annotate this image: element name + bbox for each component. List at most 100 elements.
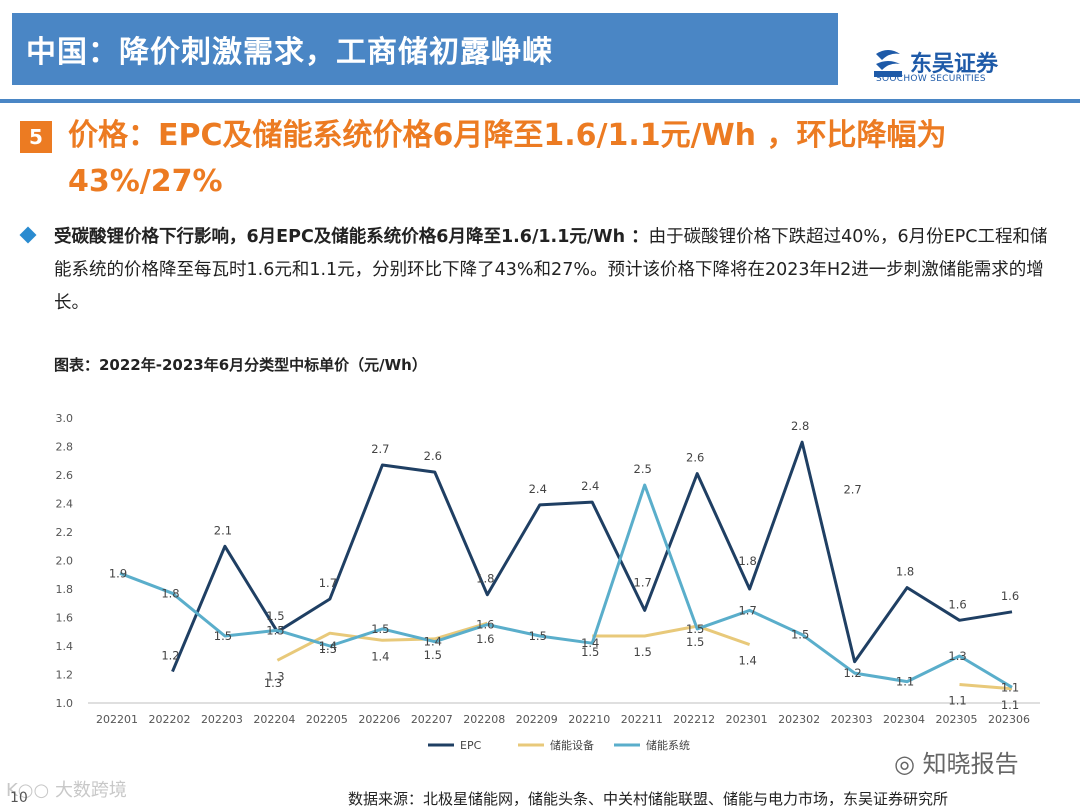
x-tick-label: 202211 [621, 713, 663, 726]
x-tick-label: 202206 [358, 713, 400, 726]
data-label: 1.2 [161, 649, 179, 663]
data-label: 2.6 [686, 451, 704, 465]
x-tick-label: 202209 [516, 713, 558, 726]
data-label: 1.1 [948, 693, 966, 707]
y-tick-label: 2.8 [56, 441, 74, 454]
y-tick-label: 1.2 [56, 669, 74, 682]
data-label: 1.6 [948, 597, 966, 611]
data-label: 2.7 [371, 442, 389, 456]
x-tick-label: 202212 [673, 713, 715, 726]
x-tick-label: 202202 [148, 713, 190, 726]
x-tick-label: 202302 [778, 713, 820, 726]
data-label: 1.6 [476, 632, 494, 646]
data-label: 1.1 [896, 675, 914, 689]
x-tick-label: 202305 [936, 713, 978, 726]
data-label: 1.4 [424, 635, 442, 649]
x-tick-label: 202301 [726, 713, 768, 726]
data-label: 2.7 [843, 483, 861, 497]
data-label: 1.5 [266, 609, 284, 623]
x-tick-label: 202201 [96, 713, 138, 726]
series-line-0 [171, 440, 1013, 673]
watermark-right-text: 知晓报告 [922, 750, 1019, 778]
data-label: 1.5 [686, 622, 704, 636]
logo-chinese: 东吴证券 [910, 52, 999, 77]
data-label: 2.4 [581, 479, 599, 493]
data-label: 1.4 [581, 636, 599, 650]
data-label: 1.7 [634, 575, 652, 589]
y-tick-label: 2.6 [56, 469, 74, 482]
data-label: 2.6 [424, 449, 442, 463]
legend-label: EPC [460, 739, 482, 752]
data-label: 1.8 [476, 572, 494, 586]
x-tick-label: 202207 [411, 713, 453, 726]
bullet-diamond-icon [19, 226, 37, 244]
x-tick-label: 202204 [253, 713, 295, 726]
watermark-left: K○○ 大数跨境 [6, 780, 127, 801]
y-tick-label: 1.0 [56, 697, 74, 710]
wechat-icon: ◎ [894, 750, 923, 778]
data-label: 1.7 [738, 603, 756, 617]
data-label: 1.5 [266, 623, 284, 637]
section-number-badge: 5 [20, 121, 52, 153]
bullet-paragraph: 受碳酸锂价格下行影响，6月EPC及储能系统价格6月降至1.6/1.1元/Wh ：… [54, 221, 1064, 320]
section-headline: 价格：EPC及储能系统价格6月降至1.6/1.1元/Wh ，环比降幅为43%/2… [68, 118, 947, 199]
data-label: 1.7 [319, 576, 337, 590]
y-tick-label: 3.0 [56, 412, 74, 425]
data-label: 1.2 [843, 666, 861, 680]
y-tick-label: 2.4 [56, 498, 74, 511]
y-tick-label: 2.2 [56, 526, 74, 539]
data-label: 1.5 [371, 622, 389, 636]
data-label: 1.5 [686, 635, 704, 649]
data-label: 2.5 [634, 462, 652, 476]
logo-english: SOOCHOW SECURITIES [876, 74, 986, 84]
x-tick-label: 202203 [201, 713, 243, 726]
series-line-2 [119, 483, 1013, 689]
data-label: 2.4 [529, 482, 547, 496]
x-tick-label: 202304 [883, 713, 925, 726]
brand-logo: 东吴证券 SOOCHOW SECURITIES [868, 44, 1058, 86]
y-tick-label: 1.4 [56, 640, 74, 653]
x-tick-label: 202210 [568, 713, 610, 726]
data-label: 1.4 [319, 639, 337, 653]
data-label: 1.4 [371, 649, 389, 663]
data-label: 1.6 [476, 618, 494, 632]
logo-mark-icon [874, 50, 902, 77]
legend-label: 储能系统 [646, 738, 690, 752]
x-tick-label: 202205 [306, 713, 348, 726]
data-label: 1.1 [1001, 680, 1019, 694]
data-label: 1.5 [634, 645, 652, 659]
x-tick-label: 202306 [988, 713, 1030, 726]
data-label: 2.1 [214, 523, 232, 537]
data-label: 1.9 [109, 566, 127, 580]
y-tick-label: 1.8 [56, 583, 74, 596]
data-label: 1.8 [738, 554, 756, 568]
x-tick-label: 202303 [831, 713, 873, 726]
data-label: 2.8 [791, 419, 809, 433]
x-tick-label: 202208 [463, 713, 505, 726]
data-label: 1.5 [319, 642, 337, 656]
data-label: 1.5 [529, 629, 547, 643]
bullet-lead: 受碳酸锂价格下行影响，6月EPC及储能系统价格6月降至1.6/1.1元/Wh ： [54, 227, 649, 247]
legend-label: 储能设备 [550, 738, 594, 752]
chart-caption: 图表：2022年-2023年6月分类型中标单价（元/Wh） [54, 356, 427, 374]
data-label: 1.5 [791, 628, 809, 642]
data-label: 1.1 [1001, 698, 1019, 712]
watermark-right: ◎ 知晓报告 [894, 744, 1019, 779]
data-label: 1.5 [214, 629, 232, 643]
title-banner: 中国：降价刺激需求，工商储初露峥嵘 [12, 13, 838, 85]
y-tick-label: 1.6 [56, 612, 74, 625]
bullet-body: 由于碳酸锂价格下跌超过40%，6月份EPC工程和储能系统的价格降至每瓦时1.6元… [54, 227, 1048, 313]
page-title: 中国：降价刺激需求，工商储初露峥嵘 [26, 35, 553, 70]
data-label: 1.8 [161, 586, 179, 600]
page-number: 10 [10, 790, 28, 806]
price-line-chart: 1.0 1.2 1.4 1.6 1.8 2.0 2.2 2.4 2.6 2.8 3.0 202201 2… [56, 412, 1040, 752]
data-label: 1.5 [581, 645, 599, 659]
data-label: 1.3 [266, 669, 284, 683]
data-label: 1.5 [424, 648, 442, 662]
data-label: 1.8 [896, 565, 914, 579]
data-label: 1.3 [948, 649, 966, 663]
data-annotation: 1.3 [264, 676, 282, 690]
header-divider [0, 99, 1080, 103]
data-label: 1.4 [738, 654, 756, 668]
y-tick-label: 2.0 [56, 555, 74, 568]
